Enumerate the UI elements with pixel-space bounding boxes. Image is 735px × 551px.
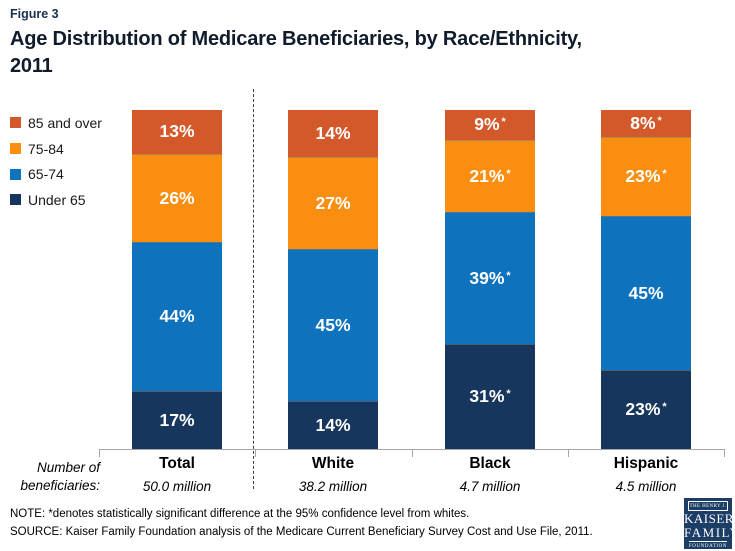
bar-segment-hispanic-85-and-over: 8% * xyxy=(601,110,691,138)
chart-title-line2: 2011 xyxy=(10,54,53,77)
logo-henry-text: THE HENRY J. xyxy=(688,501,728,511)
stacked-bar-hispanic: 8% * 23% * 45% 23% * xyxy=(601,110,691,450)
segment-value-label: 31% * xyxy=(469,386,511,407)
significance-asterisk: * xyxy=(506,388,511,401)
chart-legend: 85 and over 75-84 65-74 Under 65 xyxy=(10,110,102,213)
segment-value-label: 17% xyxy=(159,409,195,430)
number-of-beneficiaries-caption: Number of beneficiaries: xyxy=(10,459,100,495)
legend-label: Under 65 xyxy=(28,191,86,208)
legend-swatch-icon xyxy=(10,117,21,129)
bar-segment-white-under-65: 14% xyxy=(288,400,378,450)
category-label-black: Black 4.7 million xyxy=(412,455,568,494)
category-name: White xyxy=(311,455,355,472)
legend-item-85-and-over: 85 and over xyxy=(10,110,102,136)
bar-segment-black-under-65: 31% * xyxy=(445,343,535,449)
source-text: SOURCE: Kaiser Family Foundation analysi… xyxy=(10,526,593,538)
segment-value-label: 39% * xyxy=(469,267,511,288)
total-vs-race-separator-line xyxy=(253,89,254,489)
category-beneficiary-count: 50.0 million xyxy=(142,478,212,494)
stacked-bar-black: 9% * 21% * 39% * 31% * xyxy=(445,110,535,449)
bar-segment-total-85-and-over: 13% xyxy=(132,110,222,154)
bar-segment-hispanic-under-65: 23% * xyxy=(601,369,691,450)
bar-segment-total-65-74: 44% xyxy=(132,242,222,391)
segment-value-label: 14% xyxy=(315,122,351,143)
chart-title-line1: Age Distribution of Medicare Beneficiari… xyxy=(10,28,582,50)
x-axis-tick xyxy=(724,449,725,457)
bar-segment-total-75-84: 26% xyxy=(132,153,222,243)
legend-item-under-65: Under 65 xyxy=(10,187,102,213)
category-beneficiary-count: 4.5 million xyxy=(615,478,677,494)
note-text: NOTE: *denotes statistically significant… xyxy=(10,508,470,520)
significance-asterisk: * xyxy=(657,114,662,127)
significance-asterisk: * xyxy=(506,269,511,282)
logo-kaiser-text: KAISER xyxy=(684,511,734,526)
bar-segment-hispanic-65-74: 45% xyxy=(601,216,691,370)
stacked-bar-total: 13% 26% 44% 17% xyxy=(132,110,222,450)
bar-segment-white-65-74: 45% xyxy=(288,248,378,401)
segment-value-label: 27% xyxy=(315,192,351,213)
segment-value-label: 8% * xyxy=(630,112,662,133)
bar-segment-white-85-and-over: 14% xyxy=(288,110,378,158)
logo-divider-line xyxy=(689,541,727,543)
axis-caption-line2: beneficiaries: xyxy=(20,478,100,494)
legend-swatch-icon xyxy=(10,194,21,206)
bar-segment-white-75-84: 27% xyxy=(288,157,378,249)
legend-label: 75-84 xyxy=(28,140,64,157)
figure-number-label: Figure 3 xyxy=(10,7,59,21)
segment-value-label: 45% xyxy=(628,282,664,303)
chart-title: Age Distribution of Medicare Beneficiari… xyxy=(10,26,725,79)
segment-value-label: 14% xyxy=(315,414,351,435)
segment-value-label: 23% * xyxy=(625,399,667,420)
segment-value-label: 26% xyxy=(159,187,195,208)
axis-caption-line1: Number of xyxy=(36,460,100,475)
significance-asterisk: * xyxy=(501,116,506,129)
logo-foundation-text: FOUNDATION xyxy=(688,543,728,549)
bar-segment-black-85-and-over: 9% * xyxy=(445,110,535,141)
category-name: Black xyxy=(469,455,511,472)
segment-value-label: 9% * xyxy=(474,114,506,135)
segment-value-label: 13% xyxy=(159,121,195,142)
segment-value-label: 23% * xyxy=(625,166,667,187)
legend-item-65-74: 65-74 xyxy=(10,161,102,187)
significance-asterisk: * xyxy=(662,401,667,414)
category-name: Hispanic xyxy=(613,455,679,472)
significance-asterisk: * xyxy=(506,167,511,180)
kaiser-family-foundation-logo: THE HENRY J. KAISER FAMILY FOUNDATION xyxy=(684,498,735,549)
segment-value-label: 21% * xyxy=(469,165,511,186)
stacked-bar-white: 14% 27% 45% 14% xyxy=(288,110,378,450)
category-beneficiary-count: 38.2 million xyxy=(298,478,368,494)
logo-family-text: FAMILY xyxy=(684,525,735,541)
category-beneficiary-count: 4.7 million xyxy=(459,478,521,494)
legend-label: 85 and over xyxy=(28,114,102,131)
segment-value-label: 45% xyxy=(315,314,351,335)
category-label-total: Total 50.0 million xyxy=(99,455,255,494)
bar-segment-hispanic-75-84: 23% * xyxy=(601,137,691,217)
category-label-hispanic: Hispanic 4.5 million xyxy=(568,455,724,494)
x-axis-tick xyxy=(99,449,100,457)
bar-segment-black-65-74: 39% * xyxy=(445,211,535,344)
x-axis-tick xyxy=(255,449,256,457)
segment-value-label: 44% xyxy=(159,306,195,327)
legend-swatch-icon xyxy=(10,168,21,180)
bar-segment-total-under-65: 17% xyxy=(132,390,222,450)
significance-asterisk: * xyxy=(662,168,667,181)
legend-swatch-icon xyxy=(10,143,21,155)
category-label-white: White 38.2 million xyxy=(255,455,411,494)
category-name: Total xyxy=(159,455,195,472)
bar-segment-black-75-84: 21% * xyxy=(445,140,535,212)
legend-label: 65-74 xyxy=(28,166,64,183)
legend-item-75-84: 75-84 xyxy=(10,136,102,162)
x-axis-tick xyxy=(568,449,569,457)
x-axis-tick xyxy=(412,449,413,457)
